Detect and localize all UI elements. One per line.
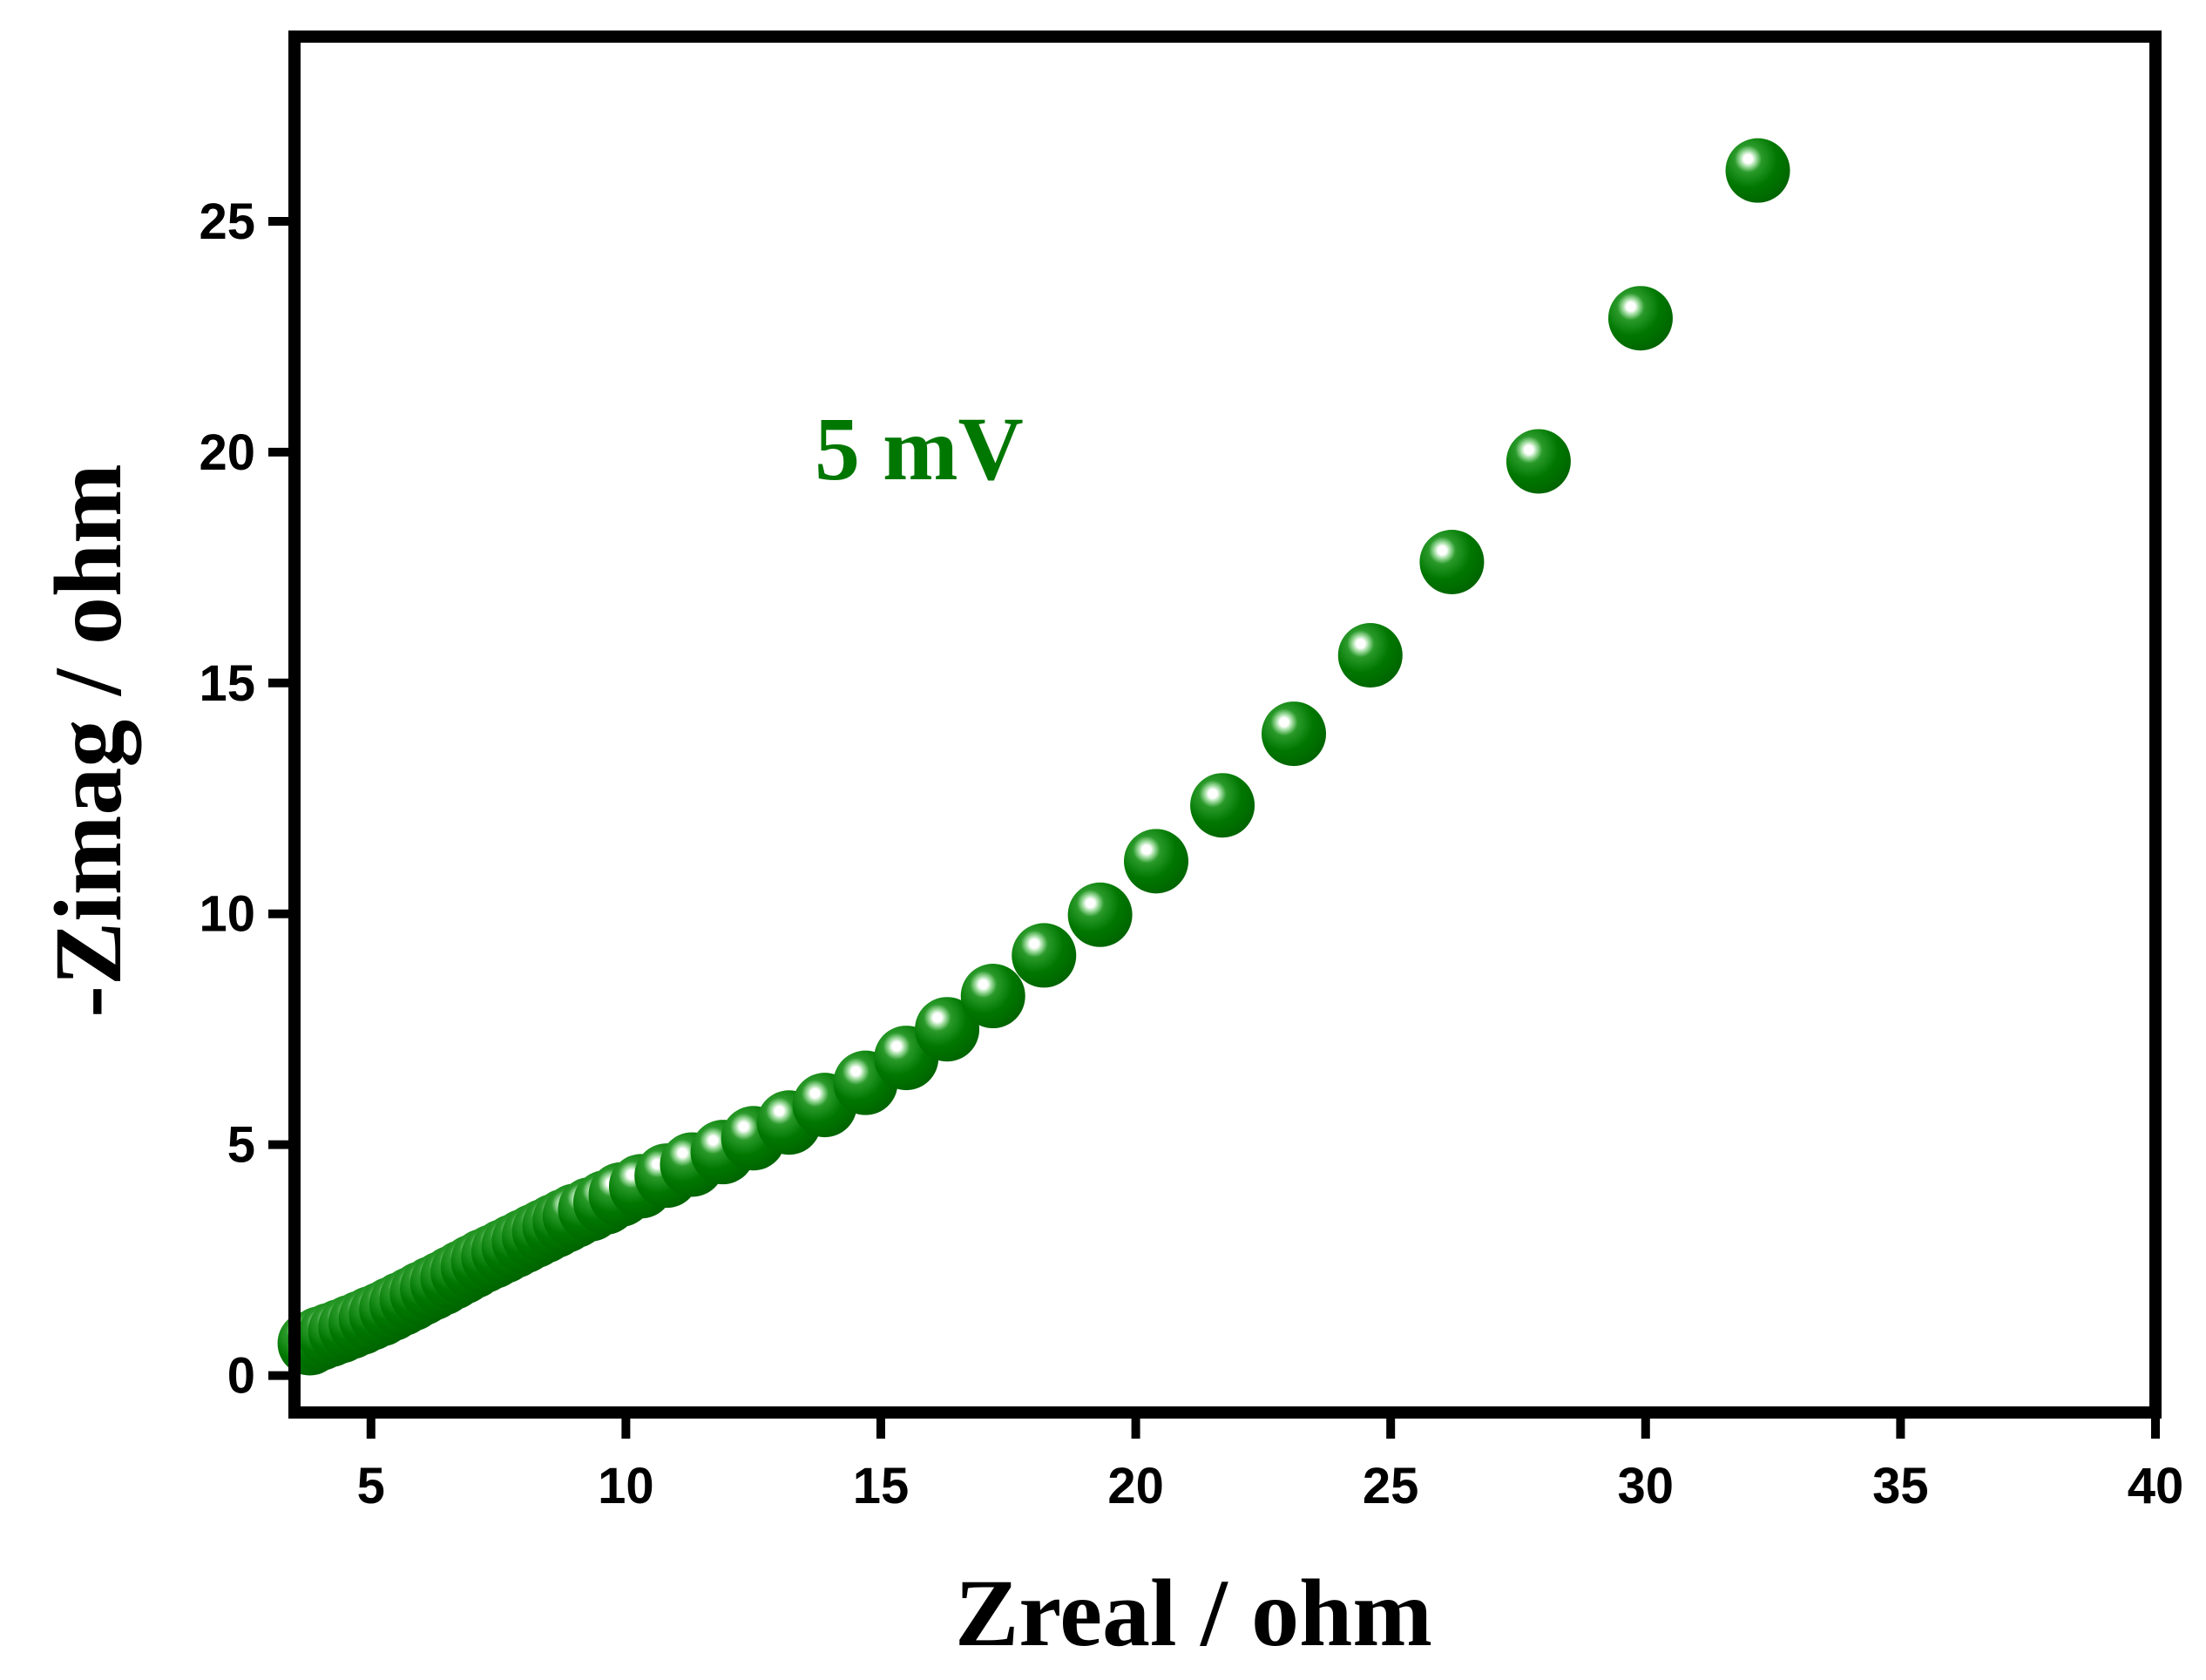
y-tick-label: 10 bbox=[199, 886, 255, 943]
data-point bbox=[1123, 829, 1188, 894]
x-tick-label: 25 bbox=[1363, 1458, 1419, 1514]
data-point bbox=[1262, 701, 1327, 767]
data-point bbox=[1012, 923, 1077, 988]
x-tick-label: 30 bbox=[1618, 1458, 1675, 1514]
x-tick-label: 10 bbox=[598, 1458, 654, 1514]
y-tick-label: 20 bbox=[199, 424, 255, 481]
data-point bbox=[960, 964, 1025, 1029]
x-axis: 5 10 15 20 25 30 35 40 bbox=[357, 1412, 2184, 1514]
data-point bbox=[1725, 138, 1790, 203]
data-point bbox=[1419, 529, 1485, 594]
data-points bbox=[277, 138, 1790, 1376]
data-point bbox=[1190, 773, 1255, 838]
voltage-annotation: 5 mV bbox=[815, 399, 1024, 499]
y-axis: 0 5 10 15 20 25 bbox=[199, 193, 294, 1405]
x-tick-label: 20 bbox=[1107, 1458, 1164, 1514]
y-tick-label: 0 bbox=[227, 1348, 255, 1405]
y-tick-label: 25 bbox=[199, 193, 255, 250]
x-axis-title: Zreal / ohm bbox=[955, 1560, 1432, 1666]
data-point bbox=[915, 997, 980, 1062]
x-tick-label: 15 bbox=[853, 1458, 910, 1514]
x-tick-label: 40 bbox=[2128, 1458, 2184, 1514]
data-point bbox=[1067, 882, 1133, 947]
data-point bbox=[1337, 623, 1403, 688]
x-tick-label: 35 bbox=[1872, 1458, 1929, 1514]
y-tick-label: 5 bbox=[227, 1117, 255, 1174]
y-axis-title: -Zimag / ohm bbox=[35, 464, 141, 1018]
plot-frame bbox=[288, 30, 2162, 1419]
y-tick-label: 15 bbox=[199, 655, 255, 712]
data-point bbox=[1607, 286, 1673, 351]
data-point bbox=[1506, 429, 1571, 494]
x-tick-label: 5 bbox=[357, 1458, 385, 1514]
